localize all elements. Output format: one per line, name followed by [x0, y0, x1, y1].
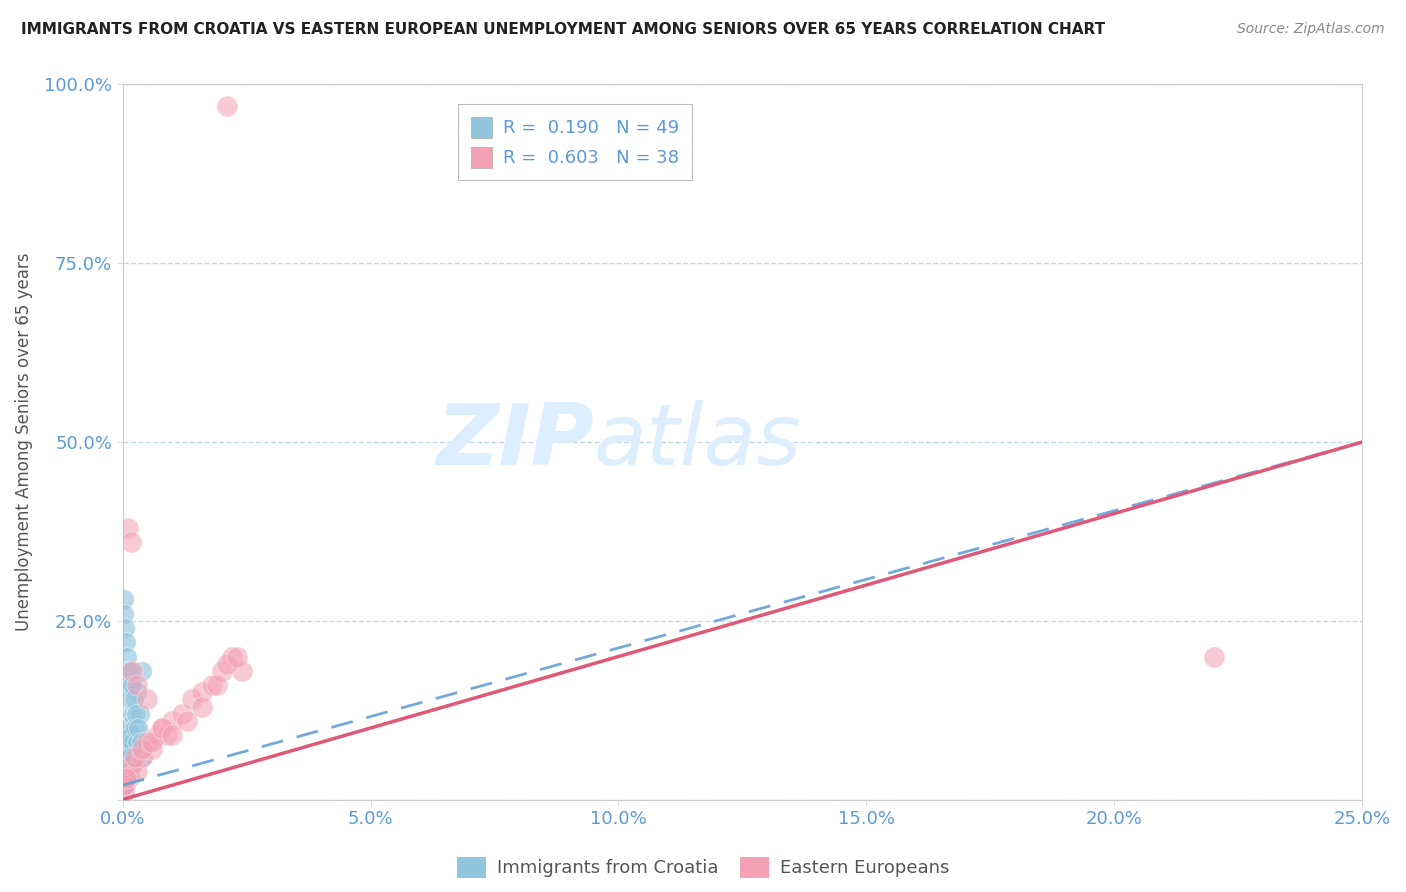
Text: IMMIGRANTS FROM CROATIA VS EASTERN EUROPEAN UNEMPLOYMENT AMONG SENIORS OVER 65 Y: IMMIGRANTS FROM CROATIA VS EASTERN EUROP… [21, 22, 1105, 37]
Point [141, 742, 163, 756]
Point [225, 649, 247, 664]
Point [136, 735, 159, 749]
Point [120, 771, 142, 785]
Point [131, 735, 153, 749]
Point [201, 678, 224, 692]
Point [176, 714, 198, 728]
Point [131, 742, 153, 756]
Point [121, 706, 143, 721]
Point [205, 678, 228, 692]
Point [191, 685, 214, 699]
Point [118, 742, 141, 756]
Point [111, 778, 134, 792]
Point [118, 764, 141, 778]
Point [117, 664, 139, 678]
Point [117, 756, 139, 771]
Point [191, 699, 214, 714]
Point [127, 735, 149, 749]
Point [141, 735, 163, 749]
Legend: R =  0.190   N = 49, R =  0.603   N = 38: R = 0.190 N = 49, R = 0.603 N = 38 [458, 104, 692, 180]
Point [120, 664, 142, 678]
Point [136, 692, 159, 706]
Point [122, 756, 145, 771]
Point [181, 692, 204, 706]
Point [120, 535, 142, 549]
Point [117, 749, 139, 764]
Point [112, 771, 135, 785]
Point [114, 756, 136, 771]
Point [121, 664, 143, 678]
Point [160, 714, 183, 728]
Point [124, 749, 146, 764]
Point [112, 778, 135, 792]
Point [128, 706, 150, 721]
Point [121, 735, 143, 749]
Point [118, 692, 141, 706]
Point [115, 728, 138, 742]
Text: atlas: atlas [593, 401, 801, 483]
Point [132, 749, 155, 764]
Point [114, 735, 136, 749]
Point [112, 785, 135, 799]
Point [114, 621, 136, 635]
Point [118, 749, 141, 764]
Point [115, 742, 138, 756]
Text: Source: ZipAtlas.com: Source: ZipAtlas.com [1237, 22, 1385, 37]
Point [215, 657, 238, 671]
Point [115, 771, 138, 785]
Legend: Immigrants from Croatia, Eastern Europeans: Immigrants from Croatia, Eastern Europea… [450, 850, 956, 885]
Point [124, 721, 146, 735]
Point [120, 728, 142, 742]
Point [117, 521, 139, 535]
Point [118, 678, 141, 692]
Point [127, 678, 149, 692]
Point [114, 778, 136, 792]
Point [211, 664, 233, 678]
Point [131, 749, 153, 764]
Point [120, 749, 142, 764]
Point [170, 706, 193, 721]
Point [118, 735, 141, 749]
Point [112, 749, 135, 764]
Point [112, 607, 135, 621]
Point [115, 649, 138, 664]
Point [117, 764, 139, 778]
Point [1202, 649, 1225, 664]
Point [121, 756, 143, 771]
Point [127, 685, 149, 699]
Point [115, 635, 138, 649]
Point [112, 764, 135, 778]
Point [115, 778, 138, 792]
Point [122, 692, 145, 706]
Point [117, 764, 139, 778]
Text: ZIP: ZIP [436, 401, 593, 483]
Point [127, 721, 149, 735]
Point [114, 771, 136, 785]
Point [117, 771, 139, 785]
Point [215, 99, 238, 113]
Point [127, 764, 149, 778]
Point [150, 721, 173, 735]
Point [115, 771, 138, 785]
Point [118, 756, 141, 771]
Point [117, 721, 139, 735]
Point [121, 678, 143, 692]
Point [231, 664, 253, 678]
Point [150, 721, 173, 735]
Point [125, 706, 148, 721]
Point [146, 728, 169, 742]
Point [221, 649, 243, 664]
Point [114, 764, 136, 778]
Y-axis label: Unemployment Among Seniors over 65 years: Unemployment Among Seniors over 65 years [15, 252, 32, 632]
Point [112, 592, 135, 607]
Point [156, 728, 179, 742]
Point [112, 785, 135, 799]
Point [114, 778, 136, 792]
Point [131, 664, 153, 678]
Point [160, 728, 183, 742]
